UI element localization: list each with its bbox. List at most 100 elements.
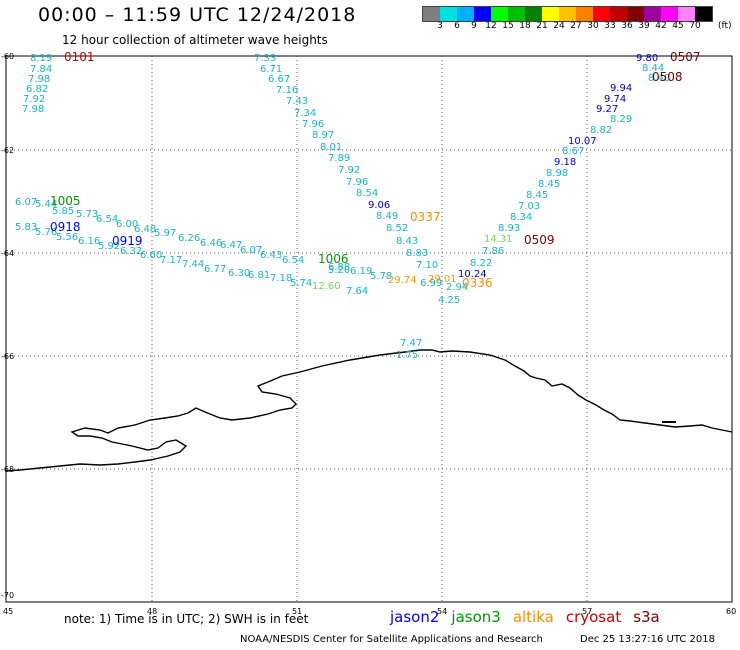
- wave-height-value: 7.98: [22, 104, 44, 115]
- wave-height-value: 14.31: [484, 234, 513, 245]
- color-swatch: [508, 7, 525, 21]
- wave-height-value: 7.03: [518, 201, 540, 212]
- wave-height-value: 7.64: [346, 286, 368, 297]
- color-scale-tick: 33: [604, 21, 616, 31]
- wave-height-value: 9.18: [554, 157, 576, 168]
- wave-height-value: 8.67: [562, 146, 584, 157]
- color-scale-labels: 3 6 9 12 15 18 21 24 27 30 33 36 39 42 45 70: [422, 21, 740, 33]
- color-scale-tick: 45: [672, 21, 684, 31]
- wave-height-value: 6.26: [178, 233, 200, 244]
- legend-item-jason2: jason2: [390, 608, 440, 626]
- lon-label: 45: [3, 607, 13, 616]
- lon-label: 54: [437, 607, 447, 616]
- color-scale-tick: 36: [621, 21, 633, 31]
- generated-timestamp: Dec 25 13:27:16 UTC 2018: [580, 634, 715, 645]
- wave-height-value: 8.93: [498, 223, 520, 234]
- wave-height-value: 29.74: [388, 275, 417, 286]
- wave-height-value: 7.16: [276, 85, 298, 96]
- wave-height-value: 9.74: [604, 94, 626, 105]
- color-swatch: [542, 7, 559, 21]
- wave-height-value: 6.54: [96, 214, 118, 225]
- wave-height-value: 7.10: [416, 260, 438, 271]
- wave-height-value: 6.99: [420, 278, 442, 289]
- color-swatch: [661, 7, 678, 21]
- color-swatch: [440, 7, 457, 21]
- wave-height-value: 6.00: [116, 219, 138, 230]
- wave-height-value: 6.81: [248, 270, 270, 281]
- wave-height-value: 1.75: [396, 350, 418, 361]
- map-subtitle: 12 hour collection of altimeter wave hei…: [62, 33, 328, 47]
- color-scale-tick: 70: [689, 21, 701, 31]
- wave-height-value: 8.43: [396, 236, 418, 247]
- wave-height-value: 8.45: [538, 179, 560, 190]
- legend-item-altika: altika: [512, 608, 554, 626]
- credit-line: NOAA/NESDIS Center for Satellite Applica…: [240, 634, 543, 645]
- color-scale-tick: 27: [570, 21, 582, 31]
- color-swatch: [491, 7, 508, 21]
- wave-height-value: 2.94: [446, 282, 468, 293]
- wave-height-value: 4.25: [438, 295, 460, 306]
- lat-label: -62: [1, 146, 14, 155]
- color-scale-tick: 18: [519, 21, 531, 31]
- wave-height-value: 8.49: [376, 211, 398, 222]
- lat-label: -68: [1, 465, 14, 474]
- wave-height-value: 10.07: [568, 136, 597, 147]
- wave-height-value: 8.22: [470, 258, 492, 269]
- wave-height-value: 7.96: [302, 119, 324, 130]
- wave-height-value: 9.94: [610, 83, 632, 94]
- wave-height-value: 8.82: [590, 125, 612, 136]
- wave-height-value: 9.80: [636, 53, 658, 64]
- wave-height-value: 6.71: [260, 64, 282, 75]
- wave-height-value: 9.27: [596, 104, 618, 115]
- lon-label: 51: [292, 607, 302, 616]
- color-swatch: [559, 7, 576, 21]
- color-swatch: [525, 7, 542, 21]
- wave-height-value: 6.77: [204, 264, 226, 275]
- wave-height-value: 5.20: [328, 265, 350, 276]
- pass-time-label: 0919: [112, 234, 143, 248]
- wave-height-value: 6.19: [350, 266, 372, 277]
- wave-height-value: 7.43: [286, 96, 308, 107]
- wave-height-value: 6.07: [15, 197, 37, 208]
- wave-height-value: 5.74: [290, 278, 312, 289]
- color-scale-tick: 9: [471, 21, 477, 31]
- wave-height-value: 8.45: [526, 190, 548, 201]
- pass-time-label: 0336: [462, 276, 493, 290]
- wave-height-value: 6.67: [268, 74, 290, 85]
- wave-height-value: 6.32: [120, 246, 142, 257]
- lat-label: -60: [1, 52, 14, 61]
- pass-time-label: 0337: [410, 210, 441, 224]
- color-swatch: [644, 7, 661, 21]
- color-scale-tick: 6: [454, 21, 460, 31]
- wave-height-value: 7.33: [254, 53, 276, 64]
- longitude-labels: 45 48 51 54 57 60: [3, 607, 736, 616]
- legend-item-cryosat: cryosat: [565, 608, 622, 626]
- wave-height-value: 7.17: [160, 255, 182, 266]
- wave-height-value: 8.29: [610, 114, 632, 125]
- pass-time-label: 0507: [670, 50, 701, 64]
- wave-height-value: 7.92: [338, 165, 360, 176]
- wave-height-value: 7.18: [270, 273, 292, 284]
- pass-time-label: 0509: [524, 233, 555, 247]
- lon-label: 57: [582, 607, 592, 616]
- antarctic-coastline: [5, 349, 733, 472]
- wave-height-value: 7.34: [294, 108, 316, 119]
- pass-time-label: 1006: [318, 252, 349, 266]
- wave-height-value: 5.97: [154, 228, 176, 239]
- color-scale-bar: [422, 6, 713, 22]
- wave-height-value: 7.92: [23, 94, 45, 105]
- color-swatch: [627, 7, 644, 21]
- pass-time-label: 0918: [50, 220, 81, 234]
- wave-height-value: 6.07: [240, 245, 262, 256]
- wave-height-value: 5.85: [52, 206, 74, 217]
- wave-height-value: 8.40: [648, 73, 670, 84]
- wave-height-value: 8.52: [386, 223, 408, 234]
- wave-height-value: 7.98: [28, 74, 50, 85]
- wave-height-value: 10.24: [458, 269, 487, 280]
- lat-label: -66: [1, 352, 14, 361]
- wave-height-value: 6.60: [140, 250, 162, 261]
- wave-height-value: 5.78: [370, 271, 392, 282]
- wave-height-value: 8.44: [642, 63, 664, 74]
- legend-item-s3a: s3a: [633, 608, 660, 626]
